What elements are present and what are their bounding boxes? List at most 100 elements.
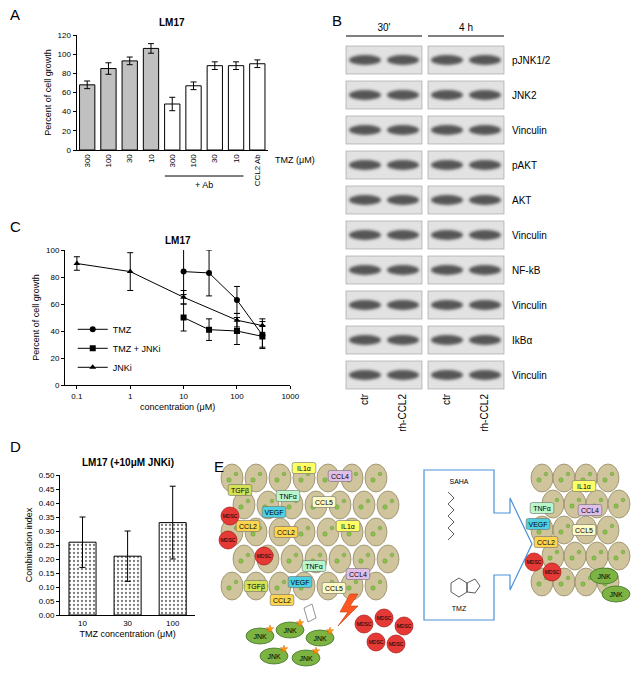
svg-text:100: 100 <box>46 246 60 255</box>
svg-text:CCL2: CCL2 <box>537 539 555 546</box>
svg-text:0.30: 0.30 <box>39 527 55 536</box>
svg-text:JNK: JNK <box>313 635 327 642</box>
svg-text:80: 80 <box>51 273 60 282</box>
svg-text:20: 20 <box>51 354 60 363</box>
svg-text:LM17: LM17 <box>165 235 191 246</box>
svg-text:0: 0 <box>67 146 72 155</box>
svg-text:30: 30 <box>125 154 134 163</box>
svg-text:+ Ab: + Ab <box>195 180 213 190</box>
svg-text:MDSC: MDSC <box>397 623 412 629</box>
svg-text:MDSC: MDSC <box>223 513 238 519</box>
svg-text:60: 60 <box>51 300 60 309</box>
svg-text:TMZ: TMZ <box>452 605 467 612</box>
svg-text:CCL4: CCL4 <box>349 571 367 578</box>
svg-text:0.45: 0.45 <box>39 485 55 494</box>
svg-text:MDSC: MDSC <box>527 559 542 565</box>
svg-text:0: 0 <box>55 381 60 390</box>
svg-text:TNFα: TNFα <box>305 563 323 570</box>
svg-text:TGFβ: TGFβ <box>247 583 265 591</box>
svg-text:CCL2: CCL2 <box>273 597 291 604</box>
svg-text:JNK: JNK <box>299 655 313 662</box>
svg-text:IkBα: IkBα <box>512 335 532 346</box>
svg-text:concentration (μM): concentration (μM) <box>140 402 215 412</box>
svg-text:30: 30 <box>123 619 132 628</box>
svg-text:60: 60 <box>62 88 71 97</box>
svg-text:VEGF: VEGF <box>290 579 309 586</box>
svg-text:JNK: JNK <box>283 627 297 634</box>
svg-text:0.00: 0.00 <box>39 611 55 620</box>
svg-text:SAHA: SAHA <box>449 478 468 485</box>
svg-text:IL1α: IL1α <box>297 465 311 472</box>
svg-text:Vinculin: Vinculin <box>512 300 547 311</box>
svg-text:MDSC: MDSC <box>377 615 392 621</box>
svg-text:300: 300 <box>168 154 177 168</box>
svg-text:30: 30 <box>210 154 219 163</box>
svg-text:1000: 1000 <box>281 392 299 401</box>
svg-text:80: 80 <box>62 69 71 78</box>
svg-text:CCL5: CCL5 <box>315 499 333 506</box>
svg-text:VEGF: VEGF <box>264 509 283 516</box>
svg-text:100: 100 <box>166 619 180 628</box>
svg-text:ctr: ctr <box>441 393 452 405</box>
svg-text:100: 100 <box>104 154 113 168</box>
svg-text:rh-CCL2: rh-CCL2 <box>397 394 408 432</box>
svg-text:0.15: 0.15 <box>39 569 55 578</box>
svg-text:TGFβ: TGFβ <box>231 487 249 495</box>
svg-text:1: 1 <box>128 392 133 401</box>
svg-text:100: 100 <box>58 50 72 59</box>
svg-text:MDSC: MDSC <box>221 537 236 543</box>
svg-text:10: 10 <box>147 154 156 163</box>
svg-text:10: 10 <box>179 392 188 401</box>
svg-text:TMZ + JNKi: TMZ + JNKi <box>113 344 161 354</box>
svg-text:JNK: JNK <box>267 653 281 660</box>
svg-text:JNK: JNK <box>253 633 267 640</box>
svg-text:LM17 (+10μM JNKi): LM17 (+10μM JNKi) <box>82 457 174 468</box>
svg-text:100: 100 <box>230 392 244 401</box>
svg-text:LM17: LM17 <box>159 17 185 28</box>
svg-text:MDSC: MDSC <box>369 639 384 645</box>
svg-text:4 h: 4 h <box>459 22 473 33</box>
svg-text:AKT: AKT <box>512 195 531 206</box>
svg-text:TMZ concentration (μM): TMZ concentration (μM) <box>79 629 175 639</box>
svg-text:Percent of cell growth: Percent of cell growth <box>31 274 41 361</box>
svg-text:MDSC: MDSC <box>545 569 560 575</box>
svg-text:IL1α: IL1α <box>577 483 591 490</box>
svg-text:B: B <box>332 12 342 29</box>
svg-text:JNK: JNK <box>609 591 623 598</box>
svg-text:IL1α: IL1α <box>341 523 355 530</box>
svg-text:20: 20 <box>62 127 71 136</box>
svg-text:10: 10 <box>232 154 241 163</box>
svg-text:JNKi: JNKi <box>113 363 132 373</box>
svg-text:MDSC: MDSC <box>257 553 272 559</box>
svg-text:CCL2 Ab: CCL2 Ab <box>253 154 262 187</box>
svg-text:A: A <box>10 6 20 23</box>
svg-text:0.25: 0.25 <box>39 541 55 550</box>
svg-text:0.50: 0.50 <box>39 471 55 480</box>
svg-text:0.1: 0.1 <box>71 392 83 401</box>
svg-text:Vinculin: Vinculin <box>512 125 547 136</box>
svg-text:Percent of cell growth: Percent of cell growth <box>43 49 53 136</box>
svg-text:D: D <box>10 438 21 455</box>
svg-text:JNK: JNK <box>597 573 611 580</box>
svg-text:CCL5: CCL5 <box>575 527 593 534</box>
svg-text:CCL2: CCL2 <box>239 523 257 530</box>
svg-text:Combination index: Combination index <box>24 507 34 582</box>
svg-text:Vinculin: Vinculin <box>512 230 547 241</box>
svg-text:E: E <box>214 458 224 475</box>
svg-text:pAKT: pAKT <box>512 160 537 171</box>
svg-text:40: 40 <box>51 327 60 336</box>
svg-text:C: C <box>10 218 21 235</box>
svg-text:MDSC: MDSC <box>357 621 372 627</box>
svg-text:30': 30' <box>377 22 390 33</box>
svg-text:0.20: 0.20 <box>39 555 55 564</box>
svg-text:10: 10 <box>78 619 87 628</box>
svg-text:300: 300 <box>83 154 92 168</box>
svg-text:100: 100 <box>189 154 198 168</box>
svg-text:40: 40 <box>62 107 71 116</box>
svg-text:ctr: ctr <box>359 393 370 405</box>
svg-text:TMZ: TMZ <box>113 325 132 335</box>
svg-text:TNFα: TNFα <box>279 493 297 500</box>
svg-text:120: 120 <box>58 31 72 40</box>
svg-text:NF-kB: NF-kB <box>512 265 541 276</box>
svg-text:0.35: 0.35 <box>39 513 55 522</box>
